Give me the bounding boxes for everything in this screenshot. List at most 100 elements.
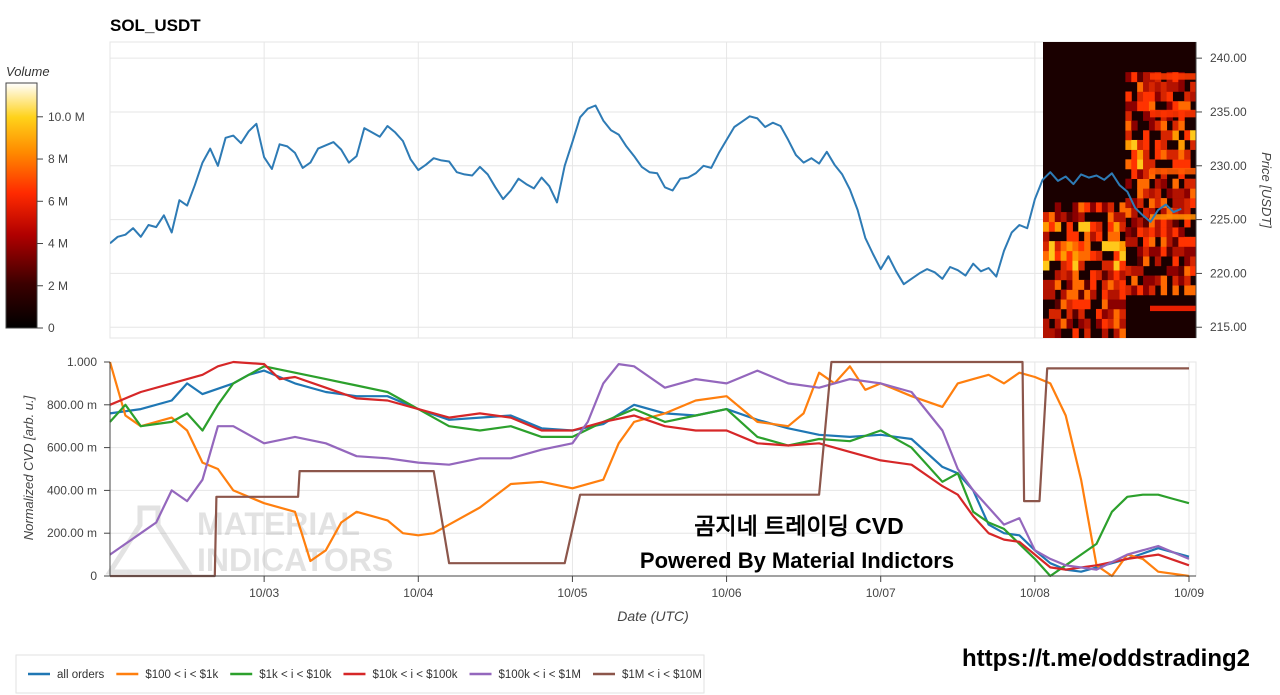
heatmap-cell [1137,217,1144,228]
heatmap-cell [1143,207,1150,218]
heatmap-cell [1060,260,1068,271]
heatmap-band [1150,305,1196,312]
heatmap-cell [1172,159,1179,170]
heatmap-cell [1143,236,1150,247]
heatmap-cell [1084,299,1091,310]
heatmap-cell [1125,285,1132,296]
legend-label-2: $1k < i < $10k [259,669,331,681]
heatmap-cell [1154,178,1162,189]
heatmap-cell [1054,318,1062,329]
heatmap-cell [1090,250,1097,261]
heatmap-cell [1172,227,1179,238]
heatmap-cell [1125,159,1132,170]
heatmap-cell [1066,221,1073,232]
heatmap-cell [1160,149,1168,160]
heatmap-cell [1095,250,1103,261]
cvd-x-tick-label: 10/07 [866,586,896,600]
heatmap-cell [1101,279,1109,290]
heatmap-cell [1172,275,1179,286]
heatmap-cell [1054,279,1062,290]
heatmap-cell [1113,231,1120,242]
price-tick-label: 235.00 [1210,105,1247,119]
heatmap-cell [1101,318,1109,329]
heatmap-cell [1154,246,1162,257]
heatmap-cell [1084,318,1091,329]
heatmap-cell [1107,308,1115,319]
price-tick-label: 230.00 [1210,159,1247,173]
heatmap-cell [1172,130,1179,141]
heatmap-cell [1178,188,1185,199]
heatmap-cell [1095,221,1103,232]
heatmap-cell [1131,72,1138,83]
heatmap-cell [1137,256,1144,267]
heatmap-cell [1107,212,1115,223]
heatmap-cell [1137,188,1144,199]
heatmap-cell [1148,236,1156,247]
heatmap-cell [1119,318,1126,329]
heatmap-cell [1154,139,1162,150]
cvd-x-tick-label: 10/08 [1020,586,1050,600]
heatmap-cell [1043,221,1050,232]
heatmap-cell [1107,318,1115,329]
heatmap-cell [1066,212,1073,223]
heatmap-cell [1131,275,1138,286]
heatmap-cell [1125,120,1132,131]
colorbar-tick-label: 8 M [48,152,68,166]
heatmap-cell [1072,250,1079,261]
heatmap-cell [1190,81,1196,92]
heatmap-cell [1172,81,1179,92]
heatmap-cell [1131,236,1138,247]
heatmap-cell [1184,130,1191,141]
heatmap-cell [1054,202,1062,213]
overlay-title: 곰지네 트레이딩 CVD [694,513,903,539]
heatmap-cell [1184,246,1191,257]
flask-icon [105,505,193,575]
heatmap-cell [1113,221,1120,232]
price-tick-label: 225.00 [1210,213,1247,227]
heatmap-cell [1095,318,1103,329]
heatmap-cell [1137,149,1144,160]
heatmap-cell [1078,221,1085,232]
heatmap-cell [1160,207,1168,218]
cvd-y-tick-label: 800.00 m [47,398,97,412]
price-tick-label: 240.00 [1210,51,1247,65]
heatmap-cell [1178,246,1185,257]
price-line [110,104,1182,286]
heatmap-cell [1143,169,1150,179]
heatmap-cell [1072,231,1079,242]
heatmap-cell [1066,250,1073,261]
heatmap-cell [1131,120,1138,131]
heatmap-cell [1184,207,1191,218]
heatmap-cell [1160,227,1168,238]
heatmap-cell [1101,202,1109,213]
price-series [110,104,1182,286]
heatmap-cell [1131,285,1138,296]
heatmap-cell [1107,270,1115,281]
heatmap-cell [1113,328,1120,338]
heatmap-cell [1131,198,1138,209]
heatmap-cell [1143,91,1150,102]
heatmap-cell [1148,91,1156,102]
heatmap-cell [1148,81,1156,92]
colorbar-title: Volume [6,64,50,79]
heatmap-cell [1143,101,1150,112]
heatmap-cell [1078,241,1085,252]
heatmap-cell [1078,260,1085,271]
watermark-line-1: MATERIAL [197,506,360,542]
heatmap-cell [1143,188,1150,199]
heatmap-cell [1154,217,1162,228]
heatmap-cell [1154,198,1162,209]
heatmap-cell [1143,256,1150,267]
heatmap-cell [1172,101,1179,112]
cvd-x-tick-label: 10/03 [249,586,279,600]
heatmap-cell [1172,188,1179,199]
heatmap-cell [1125,139,1132,150]
heatmap-cell [1119,289,1126,300]
heatmap-cell [1148,207,1156,218]
heatmap-cell [1054,299,1062,310]
heatmap-cell [1125,236,1132,247]
cvd-axis-label: Normalized CVD [arb. u.] [21,395,36,540]
legend: all orders $100 < i < $1k $1k < i < $10k $1… [28,669,702,681]
heatmap-cell [1154,227,1162,238]
telegram-link[interactable]: https://t.me/oddstrading2 [962,645,1250,672]
